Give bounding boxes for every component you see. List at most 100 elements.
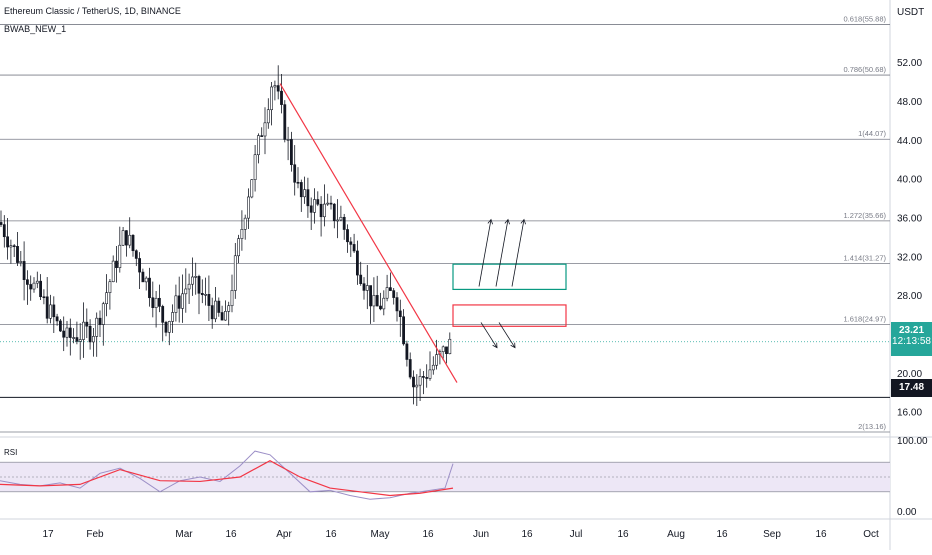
warning-box xyxy=(452,304,567,327)
candle-body xyxy=(329,202,333,205)
arrow-head xyxy=(492,342,498,349)
candle-body xyxy=(121,230,125,246)
x-tick-label: 16 xyxy=(225,529,237,540)
symbol-title: Ethereum Classic / TetherUS, 1D, BINANCE xyxy=(4,6,181,16)
candle-body xyxy=(379,305,382,310)
marked-level-badge: 17.48 xyxy=(891,379,932,397)
x-tick-label: May xyxy=(371,529,390,540)
candle-body xyxy=(19,261,23,263)
candle-body xyxy=(352,244,356,252)
candle-body xyxy=(233,255,237,291)
candles xyxy=(0,65,452,406)
x-tick-label: Mar xyxy=(175,529,193,540)
candle-body xyxy=(240,229,244,239)
candle-body xyxy=(115,260,118,268)
candle-body xyxy=(369,285,373,307)
arrow-line xyxy=(511,219,525,287)
candle-body xyxy=(273,85,277,88)
candle-body xyxy=(184,288,188,295)
candle-body xyxy=(392,290,396,298)
candle-body xyxy=(309,205,313,213)
candle-body xyxy=(263,122,267,137)
x-tick-label: Sep xyxy=(763,529,781,540)
indicator-label: BWAB_NEW_1 xyxy=(4,24,67,34)
y-tick-label: 52.00 xyxy=(897,58,922,69)
x-tick-label: 16 xyxy=(716,529,728,540)
candle-body xyxy=(88,325,92,343)
drawings[interactable] xyxy=(279,83,567,383)
arrow-line xyxy=(498,322,516,348)
candle-body xyxy=(75,337,79,342)
candle-body xyxy=(12,245,16,247)
candle-body xyxy=(95,317,99,337)
candle-body xyxy=(22,261,26,281)
candle-body xyxy=(365,285,369,291)
candle-body xyxy=(210,305,214,320)
rsi-pane[interactable]: 0.00 100.00 xyxy=(0,436,928,518)
candle-body xyxy=(197,276,201,294)
y-tick-label: 48.00 xyxy=(897,97,922,108)
candle-body xyxy=(306,189,310,207)
candle-body xyxy=(296,181,300,184)
candle-body xyxy=(319,203,323,218)
candle-body xyxy=(111,260,115,283)
candle-body xyxy=(382,297,386,310)
candle-body xyxy=(171,312,175,322)
candle-body xyxy=(326,202,330,205)
candle-body xyxy=(118,244,122,268)
candle-body xyxy=(313,199,316,213)
rsi-tick-label: 0.00 xyxy=(897,507,917,518)
candle-body xyxy=(299,182,303,198)
x-tick-label: 16 xyxy=(422,529,434,540)
candle-body xyxy=(214,300,217,320)
candle-body xyxy=(435,354,439,366)
x-tick-label: Feb xyxy=(86,529,104,540)
candle-body xyxy=(134,250,138,259)
candle-body xyxy=(276,85,280,92)
candle-body xyxy=(421,376,425,378)
candle-body xyxy=(52,304,56,318)
candle-body xyxy=(332,203,336,222)
candle-body xyxy=(35,280,39,284)
candle-body xyxy=(207,294,211,306)
fib-levels[interactable]: 0.618(55.88) 0.786(50.68) 1(44.07) 1.272(35… xyxy=(0,15,890,433)
candle-body xyxy=(49,304,52,319)
candle-body xyxy=(65,327,69,338)
candle-body xyxy=(16,246,19,263)
candle-body xyxy=(250,179,254,198)
x-tick-label: Jun xyxy=(473,529,489,540)
candle-body xyxy=(418,376,422,386)
candle-body xyxy=(9,245,13,248)
candle-body xyxy=(101,303,105,325)
candle-body xyxy=(161,306,165,323)
time-axis[interactable]: 17 Feb Mar 16 Apr 16 May 16 Jun 16 Jul 16 Aug 16 Sep 16… xyxy=(42,529,879,540)
candle-body xyxy=(29,284,33,290)
candle-body xyxy=(148,277,151,299)
candle-body xyxy=(220,312,224,321)
candle-body xyxy=(412,376,415,388)
rsi-tick-label: 100.00 xyxy=(897,436,928,447)
current-price-badge: 23.21 12:13:58 xyxy=(891,322,932,356)
candle-body xyxy=(131,234,135,252)
y-tick-label: 16.00 xyxy=(897,408,922,419)
candle-body xyxy=(105,292,109,305)
candle-body xyxy=(441,346,445,352)
candle-body xyxy=(42,296,46,299)
candle-body xyxy=(128,234,132,246)
y-tick-label: 32.00 xyxy=(897,252,922,263)
candle-body xyxy=(339,216,343,221)
x-tick-label: 16 xyxy=(815,529,827,540)
candle-body xyxy=(2,224,6,238)
price-axis[interactable]: 16.0020.0024.0028.0032.0036.0040.0044.00… xyxy=(897,58,922,418)
candle-body xyxy=(237,238,241,257)
candle-body xyxy=(385,287,389,299)
candle-body xyxy=(191,276,194,285)
y-tick-label: 20.00 xyxy=(897,369,922,380)
candle-body xyxy=(108,281,112,293)
candle-body xyxy=(78,339,82,342)
candle-body xyxy=(428,369,432,379)
fib-level-label: 2(13.16) xyxy=(858,422,886,431)
candle-body xyxy=(402,316,406,345)
